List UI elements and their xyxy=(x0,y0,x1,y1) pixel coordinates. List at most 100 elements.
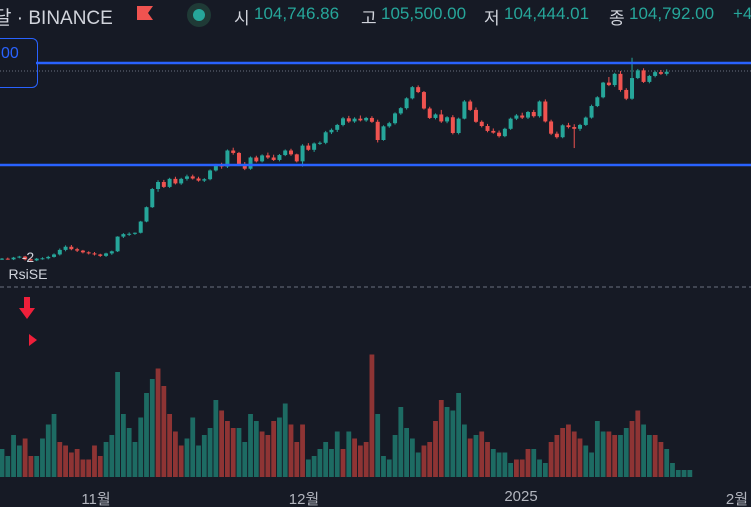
signal-name-label: RsiSE xyxy=(9,266,48,282)
candle xyxy=(421,91,426,110)
candle-body xyxy=(468,101,473,110)
volume-bar xyxy=(438,400,444,477)
volume-bar xyxy=(490,449,496,477)
volume-bar xyxy=(51,414,57,477)
candle-body xyxy=(595,97,600,107)
volume-bar xyxy=(271,421,277,477)
candle-body xyxy=(381,126,386,140)
candle-body xyxy=(184,176,189,179)
candle xyxy=(445,116,450,124)
volume-bar xyxy=(248,414,253,477)
candle-body xyxy=(98,254,103,256)
open-label: 시 xyxy=(234,9,250,28)
candle-body xyxy=(5,258,10,260)
candle-body xyxy=(80,250,85,253)
candle-body xyxy=(618,73,623,90)
candle xyxy=(57,248,62,256)
candle-body xyxy=(150,189,155,208)
volume-bar xyxy=(560,428,566,477)
candle xyxy=(543,99,548,123)
candle xyxy=(531,109,536,118)
candle xyxy=(456,117,461,135)
volume-bar xyxy=(0,449,5,477)
candle xyxy=(341,116,346,127)
candle-body xyxy=(450,117,455,133)
candle-body xyxy=(28,259,33,261)
candle xyxy=(427,106,432,119)
candle-body xyxy=(416,87,421,93)
candle xyxy=(5,257,10,260)
volume-bar xyxy=(346,431,352,477)
candle-body xyxy=(421,92,426,109)
market-open-dot-icon[interactable] xyxy=(186,2,212,28)
symbol-label[interactable]: 달 · BINANCE xyxy=(0,8,113,29)
candle xyxy=(86,251,91,255)
candle-body xyxy=(323,132,328,143)
candle xyxy=(381,125,386,141)
horizontal-line-price-label[interactable]: 00 xyxy=(0,38,38,88)
candle-body xyxy=(560,125,565,138)
volume-bar xyxy=(687,470,693,477)
volume-bar xyxy=(80,459,86,477)
volume-bar xyxy=(375,414,381,477)
volume-bar xyxy=(68,452,74,477)
volume-bar xyxy=(658,442,664,477)
candle-body xyxy=(635,70,640,79)
volume-bar xyxy=(109,435,115,477)
volume-bar xyxy=(213,400,219,477)
candle xyxy=(329,128,334,135)
candle xyxy=(473,107,478,123)
candle xyxy=(525,110,530,119)
volume-bar xyxy=(462,424,467,477)
candle xyxy=(589,104,594,119)
candle xyxy=(658,70,663,75)
volume-bar xyxy=(190,417,196,477)
candle xyxy=(109,250,114,255)
volume-bar xyxy=(16,445,22,477)
volume-bar xyxy=(485,442,490,477)
candle xyxy=(364,116,369,122)
candle xyxy=(300,144,305,167)
candle xyxy=(450,115,455,135)
red-flag-icon[interactable] xyxy=(136,5,156,23)
candle xyxy=(630,57,635,100)
candle xyxy=(560,124,565,139)
candle xyxy=(138,220,143,234)
volume-bar xyxy=(444,407,450,477)
volume-bar xyxy=(635,410,641,477)
volume-bar xyxy=(548,442,554,477)
volume-bar xyxy=(259,431,265,477)
low-label: 저 xyxy=(484,9,500,28)
signal-value-label: -2 xyxy=(22,249,35,265)
candle xyxy=(369,116,374,123)
candle xyxy=(150,187,155,208)
candle-body xyxy=(179,178,184,184)
candle-body xyxy=(219,164,224,167)
candle xyxy=(312,142,317,152)
candle xyxy=(601,81,606,99)
volume-bar xyxy=(531,449,537,477)
volume-bar xyxy=(28,456,34,477)
volume-bar xyxy=(415,452,421,477)
candle xyxy=(635,68,640,80)
candle xyxy=(647,74,652,84)
candle xyxy=(92,252,97,256)
x-tick-dec: 12월 xyxy=(288,491,320,507)
volume-bar xyxy=(675,470,681,477)
candle-body xyxy=(572,127,577,129)
candle xyxy=(283,149,288,157)
candle-body xyxy=(86,252,91,254)
candle-body xyxy=(358,118,363,121)
candle xyxy=(23,255,28,261)
candle xyxy=(404,97,409,110)
candle-body xyxy=(248,157,253,169)
candle xyxy=(491,128,496,134)
volume-bar xyxy=(664,449,670,477)
candle xyxy=(549,119,554,136)
candle xyxy=(578,123,582,131)
candle xyxy=(439,109,444,123)
volume-bar xyxy=(103,442,109,477)
candle xyxy=(132,232,137,235)
candle-body xyxy=(641,70,646,82)
